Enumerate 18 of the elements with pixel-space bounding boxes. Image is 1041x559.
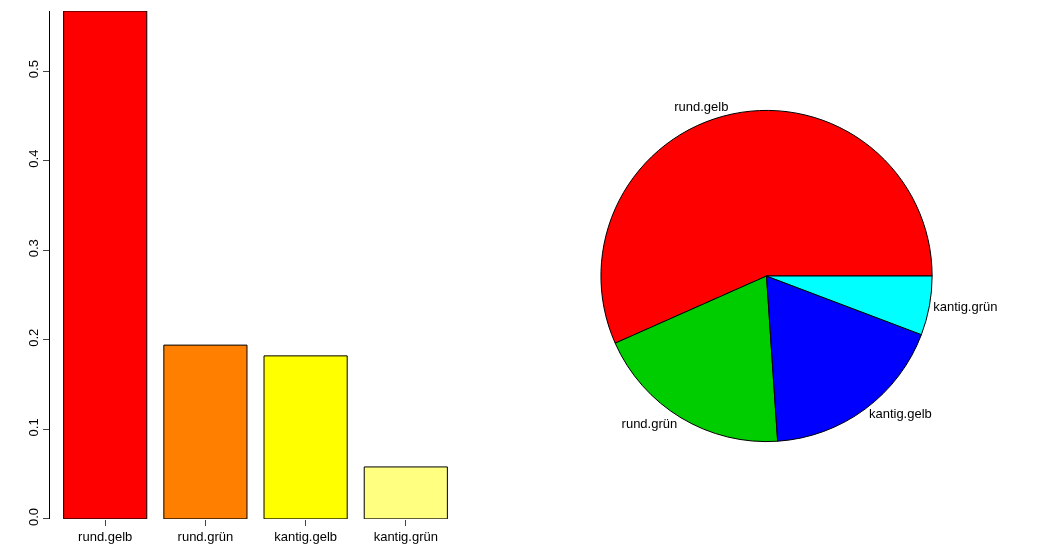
y-tick-label: 0.3 xyxy=(25,239,41,258)
slice-label: kantig.gelb xyxy=(868,406,932,422)
slice-label: kantig.grün xyxy=(933,298,998,314)
y-tick-label: 0.4 xyxy=(25,149,41,168)
y-tick-label: 0.0 xyxy=(25,507,41,526)
bar xyxy=(63,11,148,519)
x-tick-label: kantig.grün xyxy=(373,529,438,545)
y-tick-label: 0.1 xyxy=(25,418,41,437)
x-tick-label: kantig.gelb xyxy=(274,529,338,545)
x-tick-label: rund.gelb xyxy=(78,529,133,545)
bar xyxy=(363,466,448,519)
bar xyxy=(163,344,248,519)
y-tick-label: 0.5 xyxy=(25,60,41,79)
y-tick-label: 0.2 xyxy=(25,328,41,347)
slice-label: rund.grün xyxy=(621,415,678,431)
x-tick-label: rund.grün xyxy=(177,529,234,545)
slice-label: rund.gelb xyxy=(674,99,729,115)
bar xyxy=(263,355,348,519)
